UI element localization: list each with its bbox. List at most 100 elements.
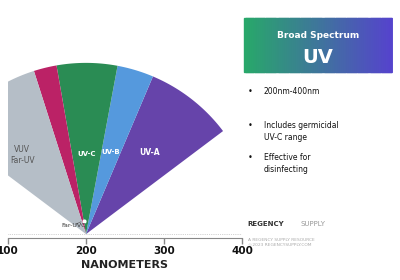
Bar [325, 18, 328, 72]
Polygon shape [86, 76, 223, 234]
Bar [322, 18, 324, 72]
Bar [320, 18, 322, 72]
Bar [377, 18, 380, 72]
Bar [254, 18, 256, 72]
Bar [358, 18, 361, 72]
Bar [250, 18, 252, 72]
Bar [279, 18, 282, 72]
Text: •: • [248, 153, 252, 162]
Bar [333, 18, 335, 72]
Text: UV-C: UV-C [77, 151, 96, 157]
Bar [346, 18, 348, 72]
Text: Includes germicidal
UV-C range: Includes germicidal UV-C range [264, 122, 338, 142]
Bar [305, 18, 308, 72]
Bar [368, 18, 370, 72]
Text: A REGENCY SUPPLY RESOURCE
©2023 REGENCYSUPPLY.COM: A REGENCY SUPPLY RESOURCE ©2023 REGENCYS… [248, 238, 314, 247]
Bar [294, 18, 297, 72]
Bar [307, 18, 310, 72]
Bar [362, 18, 365, 72]
Bar [382, 18, 385, 72]
Bar [296, 18, 298, 72]
Bar [324, 18, 326, 72]
Bar [318, 18, 321, 72]
Bar [349, 18, 352, 72]
Bar [384, 18, 387, 72]
Bar [342, 18, 344, 72]
Bar [266, 18, 269, 72]
Bar [353, 18, 356, 72]
Bar [292, 18, 295, 72]
Bar [329, 18, 332, 72]
Bar [302, 18, 304, 72]
Bar [272, 18, 275, 72]
Text: UV-A: UV-A [139, 148, 160, 157]
Bar [334, 18, 337, 72]
Bar [316, 18, 319, 72]
Bar [373, 18, 376, 72]
Bar [263, 18, 266, 72]
Bar [309, 18, 312, 72]
Text: VUV
Far-UV: VUV Far-UV [10, 145, 34, 165]
Bar [287, 18, 289, 72]
Bar [276, 18, 278, 72]
Bar [278, 18, 280, 72]
Bar [379, 18, 381, 72]
Text: Broad Spectrum: Broad Spectrum [277, 31, 359, 40]
Text: UV: UV [302, 48, 334, 67]
X-axis label: NANOMETERS: NANOMETERS [82, 260, 168, 270]
Bar [348, 18, 350, 72]
Bar [388, 18, 390, 72]
Bar [366, 18, 368, 72]
Bar [290, 18, 293, 72]
Bar [300, 18, 302, 72]
Bar [336, 18, 339, 72]
Bar [380, 18, 383, 72]
Bar [364, 18, 367, 72]
Bar [256, 18, 258, 72]
Bar [357, 18, 359, 72]
Bar [283, 18, 286, 72]
Text: •: • [248, 87, 252, 96]
Text: •: • [248, 122, 252, 130]
Polygon shape [56, 63, 118, 234]
Polygon shape [34, 66, 86, 234]
Bar [274, 18, 276, 72]
Bar [248, 18, 251, 72]
Bar [375, 18, 378, 72]
Polygon shape [86, 66, 153, 234]
Bar [246, 18, 249, 72]
Text: UV-B: UV-B [101, 149, 120, 155]
Bar [252, 18, 254, 72]
Text: SUPPLY: SUPPLY [300, 221, 326, 227]
Bar [331, 18, 334, 72]
Bar [360, 18, 363, 72]
Bar [244, 18, 247, 72]
Bar [351, 18, 354, 72]
Bar [312, 18, 315, 72]
Text: 200nm-400nm: 200nm-400nm [264, 87, 320, 96]
Polygon shape [0, 71, 86, 234]
Bar [370, 18, 372, 72]
Bar [257, 18, 260, 72]
Text: Effective for
disinfecting: Effective for disinfecting [264, 153, 310, 174]
Bar [311, 18, 313, 72]
Bar [303, 18, 306, 72]
Bar [288, 18, 291, 72]
Text: REGENCY: REGENCY [248, 221, 284, 227]
Bar [371, 18, 374, 72]
Bar [390, 18, 392, 72]
Bar [338, 18, 341, 72]
Bar [340, 18, 343, 72]
Bar [281, 18, 284, 72]
Bar [355, 18, 358, 72]
Bar [261, 18, 264, 72]
Bar [327, 18, 330, 72]
Bar [259, 18, 262, 72]
Bar [265, 18, 267, 72]
Bar [270, 18, 273, 72]
Bar [386, 18, 389, 72]
Bar [285, 18, 288, 72]
Text: Far-UVC: Far-UVC [61, 222, 86, 228]
Bar [314, 18, 317, 72]
Bar [268, 18, 271, 72]
